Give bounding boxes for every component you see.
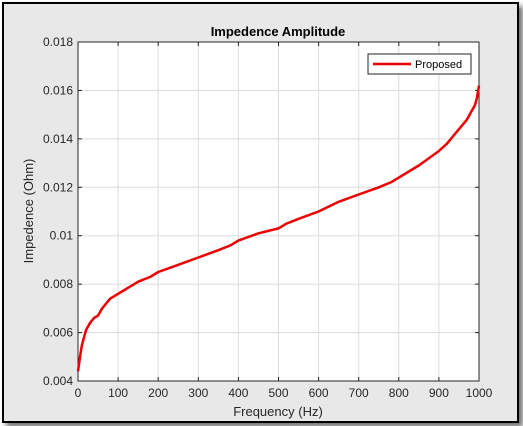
- x-tick-label: 300: [188, 386, 208, 400]
- chart-title: Impedence Amplitude: [211, 24, 346, 39]
- y-tick-label: 0.016: [43, 83, 73, 97]
- y-tick-label: 0.014: [43, 132, 73, 146]
- x-tick-label: 0: [75, 386, 82, 400]
- y-tick-label: 0.01: [50, 229, 74, 243]
- series-layer: [76, 85, 481, 372]
- x-tick-label: 1000: [466, 386, 493, 400]
- x-tick-label: 700: [349, 386, 369, 400]
- legend-box: [367, 53, 472, 75]
- x-axis-label: Frequency (Hz): [233, 404, 323, 419]
- x-tick-label: 600: [309, 386, 329, 400]
- legend: Proposed: [367, 53, 472, 75]
- y-axis-ticks: 0.004 0.006 0.008 0.01 0.012 0.014 0.016 0.018: [43, 35, 479, 388]
- x-tick-label: 100: [108, 386, 128, 400]
- x-tick-label: 800: [389, 386, 409, 400]
- series-line-proposed: [76, 85, 481, 372]
- x-tick-label: 200: [148, 386, 168, 400]
- legend-label-proposed: Proposed: [415, 59, 462, 71]
- y-tick-label: 0.008: [43, 277, 73, 291]
- y-axis-label: Impedence (Ohm): [21, 159, 36, 264]
- y-tick-label: 0.006: [43, 326, 73, 340]
- x-tick-label: 900: [429, 386, 449, 400]
- y-tick-label: 0.012: [43, 180, 73, 194]
- x-axis-ticks: 0 100 200 300 400 500 600 700 800 900 1000: [75, 42, 493, 400]
- y-tick-label: 0.004: [43, 374, 73, 388]
- x-tick-label: 400: [228, 386, 248, 400]
- y-tick-label: 0.018: [43, 35, 73, 49]
- x-tick-label: 500: [268, 386, 288, 400]
